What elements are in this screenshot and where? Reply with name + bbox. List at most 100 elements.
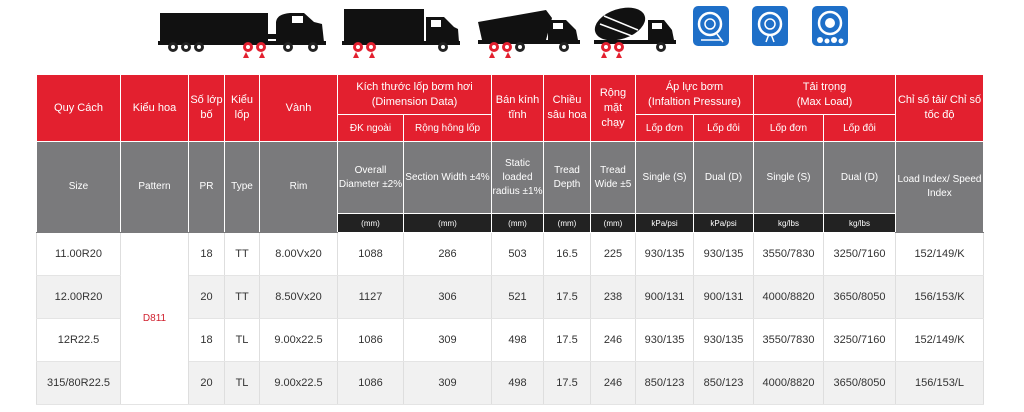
tread-depth-cell: 16.5 [543, 232, 591, 276]
dual-load-cell: 3650/8050 [822, 275, 897, 319]
single-pressure-en-header: Single (S) [635, 141, 694, 214]
size-cell: 315/80R22.5 [36, 361, 121, 405]
box-truck-icon [342, 9, 460, 58]
rim-header: Vành [259, 74, 338, 142]
pr-cell: 18 [188, 318, 225, 362]
pr-cell: 18 [188, 232, 225, 276]
dual-load-unit: kg/lbs [822, 213, 897, 233]
section-width-cell: 309 [403, 361, 492, 405]
static-radius-cell: 498 [491, 318, 544, 362]
static-radius-unit: (mm) [491, 213, 544, 233]
single-pressure-subheader: Lốp đơn [635, 114, 694, 142]
static-radius-header: Bán kính tĩnh [491, 74, 544, 142]
tread-depth-cell: 17.5 [543, 318, 591, 362]
pattern-header: Kiểu hoa [120, 74, 189, 142]
inflation-header-en: (Infaltion Pressure) [648, 95, 741, 108]
dimension-header: Kích thước lốp bơm hơi (Dimension Data) [337, 74, 492, 115]
single-pressure-cell: 850/123 [635, 361, 694, 405]
type-header: Kiểu lốp [224, 74, 260, 142]
dual-pressure-subheader: Lốp đôi [693, 114, 754, 142]
dimension-header-en: (Dimension Data) [371, 95, 458, 108]
section-width-cell: 306 [403, 275, 492, 319]
table-row: 12.00R20 20 TT 8.50Vx20 1127 306 521 17.… [36, 275, 985, 319]
inflation-header-vi: Áp lực bơm [665, 80, 724, 93]
single-pressure-cell: 900/131 [635, 275, 694, 319]
single-load-unit: kg/lbs [753, 213, 824, 233]
tread-depth-unit: (mm) [543, 213, 591, 233]
dual-load-cell: 3250/7160 [822, 318, 897, 362]
tread-wide-unit: (mm) [590, 213, 636, 233]
single-load-en-header: Single (S) [753, 141, 824, 214]
overall-dia-cell: 1086 [337, 361, 404, 405]
dual-pressure-cell: 930/135 [693, 318, 754, 362]
section-width-subheader: Rộng hông lốp [403, 114, 492, 142]
size-cell: 12R22.5 [36, 318, 121, 362]
overall-dia-cell: 1127 [337, 275, 404, 319]
vehicle-banner [158, 7, 676, 58]
tread-wide-en-header: Tread Wide ±5 [590, 141, 636, 214]
single-load-cell: 3550/7830 [753, 232, 824, 276]
rim-cell: 8.50Vx20 [259, 275, 338, 319]
dual-load-cell: 3650/8050 [822, 361, 897, 405]
semi-truck-icon [158, 13, 326, 58]
single-pressure-cell: 930/135 [635, 232, 694, 276]
size-header: Quy Cách [36, 74, 121, 142]
overall-dia-subheader: ĐK ngoài [337, 114, 404, 142]
tread-wide-cell: 246 [590, 318, 636, 362]
load-speed-en-header: Load Index/ Speed Index [895, 141, 985, 233]
overall-dia-en-header: Overall Diameter ±2% [337, 141, 404, 214]
pr-cell: 20 [188, 275, 225, 319]
load-speed-cell: 156/153/K [895, 275, 985, 319]
tread-wide-cell: 225 [590, 232, 636, 276]
type-cell: TL [224, 361, 260, 405]
highway-tire-icon [693, 6, 729, 46]
overall-dia-unit: (mm) [337, 213, 404, 233]
tread-depth-header: Chiều sâu hoa [543, 74, 591, 142]
table-row: 315/80R22.5 20 TL 9.00x22.5 1086 309 498… [36, 361, 985, 405]
tread-depth-cell: 17.5 [543, 275, 591, 319]
load-speed-cell: 156/153/L [895, 361, 985, 405]
load-speed-cell: 152/149/K [895, 318, 985, 362]
section-width-cell: 309 [403, 318, 492, 362]
static-radius-cell: 498 [491, 361, 544, 405]
tread-wide-cell: 238 [590, 275, 636, 319]
dual-load-en-header: Dual (D) [822, 141, 897, 214]
tread-depth-en-header: Tread Depth [543, 141, 591, 214]
pr-en-header: PR [188, 141, 225, 233]
size-en-header: Size [36, 141, 121, 233]
pr-cell: 20 [188, 361, 225, 405]
load-speed-header: Chỉ số tải/ Chỉ số tốc độ [895, 74, 985, 142]
dual-load-cell: 3250/7160 [822, 232, 897, 276]
dual-pressure-en-header: Dual (D) [693, 141, 754, 214]
section-width-cell: 286 [403, 232, 492, 276]
rim-cell: 9.00x22.5 [259, 318, 338, 362]
pr-header: Số lớp bố [188, 74, 225, 142]
tire-spec-table: Quy Cách Kiểu hoa Số lớp bố Kiểu lốp Vàn… [36, 74, 985, 405]
single-pressure-unit: kPa/psi [635, 213, 694, 233]
road-tire-icon [752, 6, 788, 46]
rim-cell: 8.00Vx20 [259, 232, 338, 276]
dimension-header-vi: Kích thước lốp bơm hơi [356, 80, 473, 93]
load-header-vi: Tải trọng [802, 80, 847, 93]
single-load-cell: 4000/8820 [753, 275, 824, 319]
size-cell: 12.00R20 [36, 275, 121, 319]
single-pressure-cell: 930/135 [635, 318, 694, 362]
offroad-tire-icon [812, 6, 848, 46]
dual-pressure-cell: 850/123 [693, 361, 754, 405]
section-width-en-header: Section Width ±4% [403, 141, 492, 214]
static-radius-cell: 503 [491, 232, 544, 276]
dump-truck-icon [478, 10, 580, 58]
table-row: 12R22.5 18 TL 9.00x22.5 1086 309 498 17.… [36, 318, 985, 362]
pattern-en-header: Pattern [120, 141, 189, 233]
tread-depth-cell: 17.5 [543, 361, 591, 405]
load-header-en: (Max Load) [796, 95, 853, 108]
dual-pressure-cell: 900/131 [693, 275, 754, 319]
single-load-cell: 3550/7830 [753, 318, 824, 362]
tread-wide-header: Rộng mặt chạy [590, 74, 636, 142]
overall-dia-cell: 1088 [337, 232, 404, 276]
dual-pressure-cell: 930/135 [693, 232, 754, 276]
overall-dia-cell: 1086 [337, 318, 404, 362]
type-cell: TT [224, 232, 260, 276]
section-width-unit: (mm) [403, 213, 492, 233]
load-header: Tải trọng (Max Load) [752, 74, 897, 115]
